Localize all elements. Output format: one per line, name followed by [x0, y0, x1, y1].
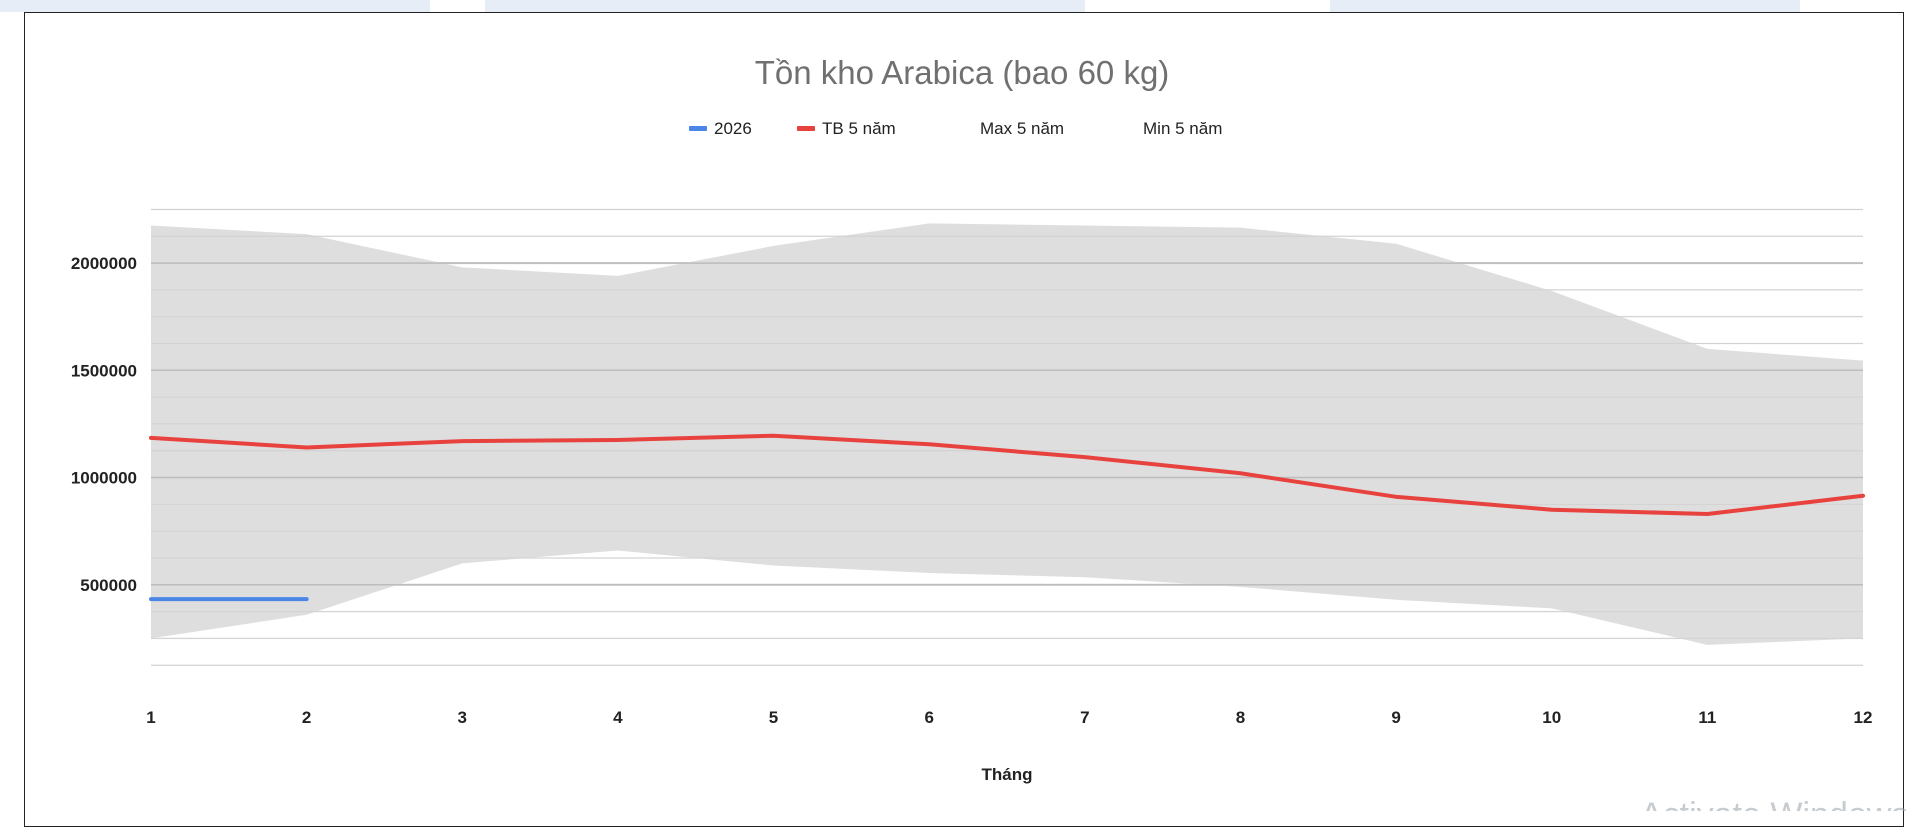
series-line-tb-5-năm: [149, 433, 1865, 516]
x-tick-label: 5: [769, 708, 778, 727]
background-band-mid: [485, 0, 1085, 12]
x-tick-label: 4: [613, 708, 623, 727]
background-band-left: [0, 0, 430, 12]
background-band-right: [1330, 0, 1800, 12]
chart-title: Tồn kho Arabica (bao 60 kg): [755, 54, 1170, 91]
legend-label: Min 5 năm: [1143, 119, 1222, 138]
x-axis-ticks: 1 2 3 4 5 6 7 8 9 10 11 12: [146, 708, 1872, 727]
x-tick-label: 8: [1236, 708, 1245, 727]
x-tick-label: 7: [1080, 708, 1089, 727]
x-tick-label: 6: [924, 708, 933, 727]
x-tick-label: 3: [458, 708, 467, 727]
x-tick-label: 10: [1542, 708, 1561, 727]
y-tick-label: 2000000: [71, 254, 137, 273]
max-min-range-area: [151, 223, 1863, 645]
activate-windows-watermark: Activate Windows: [1640, 796, 1908, 811]
series-lines: [149, 433, 1865, 602]
x-tick-label: 11: [1698, 708, 1716, 727]
x-tick-label: 2: [302, 708, 311, 727]
range-band: [151, 208, 1863, 666]
x-tick-label: 1: [146, 708, 155, 727]
y-tick-label: 500000: [80, 576, 137, 595]
legend-label: Max 5 năm: [980, 119, 1064, 138]
legend-label: 2026: [714, 119, 752, 138]
x-axis-title: Tháng: [982, 765, 1033, 784]
y-axis-ticks: 500000 1000000 1500000 2000000: [71, 254, 137, 595]
legend-swatch: [689, 126, 707, 131]
y-tick-label: 1500000: [71, 361, 137, 380]
legend-swatch: [797, 126, 815, 131]
y-tick-label: 1000000: [71, 469, 137, 488]
legend-label: TB 5 năm: [822, 119, 896, 138]
x-tick-label: 12: [1854, 708, 1873, 727]
x-tick-label: 9: [1391, 708, 1400, 727]
legend: 2026 TB 5 năm Max 5 năm Min 5 năm: [689, 119, 1222, 138]
